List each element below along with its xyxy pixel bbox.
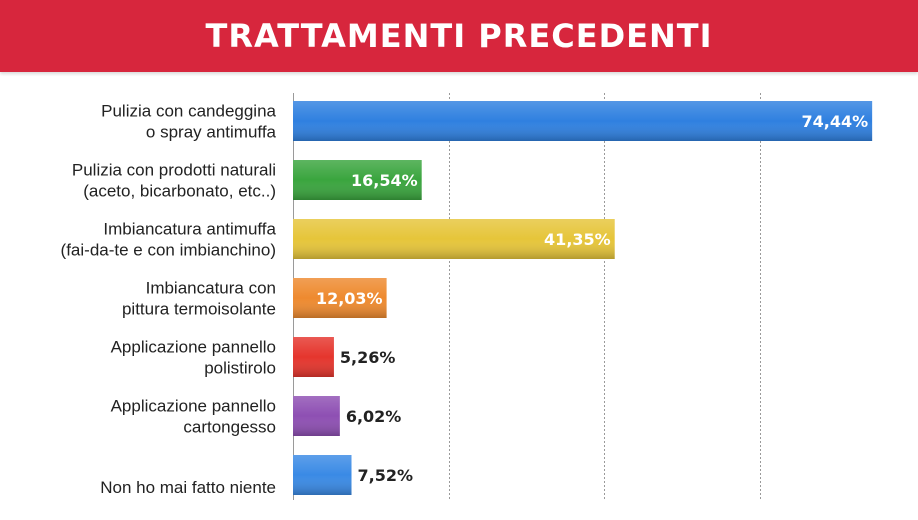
bar-shading [293,278,387,318]
category-label: Applicazione pannello [111,397,276,416]
data-label: 41,35% [544,230,611,249]
category-label: Imbiancatura con [146,279,276,298]
category-label: cartongesso [183,418,276,437]
category-label: Imbiancatura antimuffa [103,220,276,239]
category-label: pittura termoisolante [122,300,276,319]
bar-shading [293,219,615,259]
category-label: Non ho mai fatto niente [100,478,276,497]
bar-shading [293,455,352,495]
category-label: Pulizia con candeggina [101,102,276,121]
data-label: 6,02% [346,407,402,426]
data-label: 7,52% [358,466,414,485]
title-banner: TRATTAMENTI PRECEDENTI [0,0,918,72]
category-label: Applicazione pannello [111,338,276,357]
data-label: 74,44% [802,112,869,131]
category-label: Pulizia con prodotti naturali [72,161,276,180]
bar-shading [293,101,873,141]
data-label: 5,26% [340,348,396,367]
bar-shading [293,396,340,436]
bar-shading [293,337,334,377]
bar-shading [293,160,422,200]
data-label: 16,54% [351,171,418,190]
category-label: o spray antimuffa [146,123,277,142]
category-label: (fai-da-te e con imbianchino) [61,241,276,260]
page-title: TRATTAMENTI PRECEDENTI [205,17,713,55]
data-label: 12,03% [316,289,383,308]
category-label: polistirolo [204,359,276,378]
category-label: (aceto, bicarbonato, etc..) [83,182,276,201]
